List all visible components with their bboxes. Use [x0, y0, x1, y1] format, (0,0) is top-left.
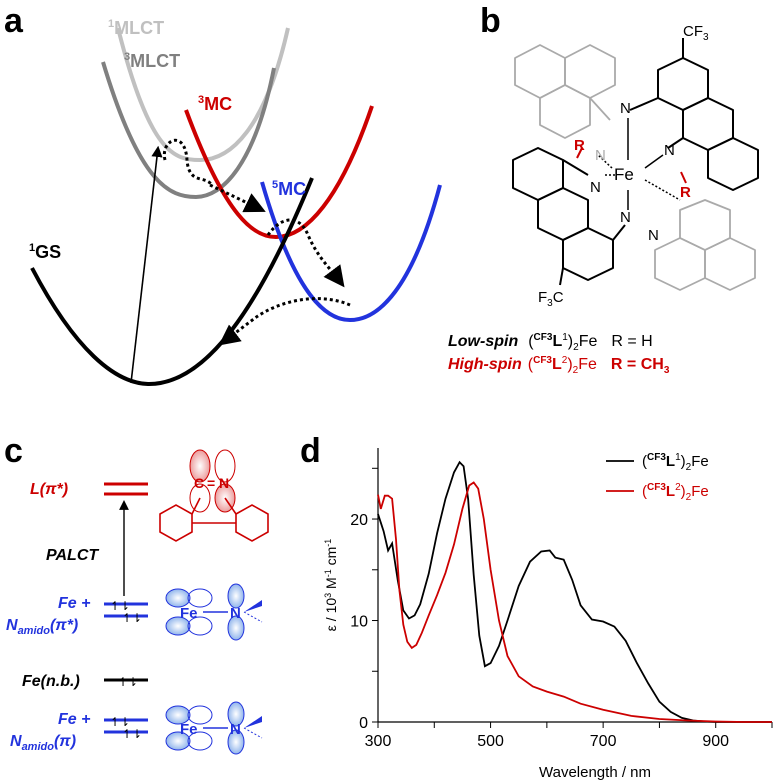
front-ligand-lower-left [512, 147, 626, 286]
pes-curve-1gs [30, 177, 314, 387]
relaxation-path-2 [209, 183, 266, 213]
panel-c: c L(π*) PALCT Fe + Namido(π*) ↿⇂ ↿⇂ Fe(n… [4, 432, 269, 755]
r-bond-upper [576, 147, 583, 159]
r-bond-lower [680, 171, 687, 184]
atom-n-left: N [590, 179, 601, 196]
fe-coordination-bonds [597, 118, 681, 210]
y-axis-label: ε / 103 M-1 cm-1 [323, 539, 339, 632]
relaxation-path-4 [218, 297, 351, 346]
orbital-n-label-lower: N [230, 721, 241, 738]
electron-pair-5: ↿⇂ [122, 727, 142, 741]
x-tick-label: 900 [702, 733, 729, 750]
y-tick-label: 20 [350, 512, 368, 529]
panel-b: b [448, 2, 759, 376]
state-label-5mc: 5MC [272, 179, 306, 199]
excitation-arrow [130, 145, 163, 384]
legend-label-2: (CF3L2)2Fe [642, 482, 709, 503]
spin-legend: Low-spin (CF3L1)2Fe R = H High-spin (CF3L2)… [448, 332, 670, 376]
back-ligand-upper-left [514, 44, 616, 139]
electron-pair-1: ↿⇂ [110, 599, 130, 613]
level-label-fe-npi-line2: Namido(π) [10, 733, 76, 753]
level-label-fe-npi-star-line1: Fe + [58, 595, 90, 612]
atom-n-right: N [664, 142, 675, 159]
atom-r-lower: R [680, 184, 691, 201]
orbital-atom-n: N [219, 475, 229, 491]
atom-f3c-bottom: F3C [538, 289, 564, 309]
atom-n-back-1: N [595, 147, 606, 164]
atom-n-lower: N [620, 209, 631, 226]
atom-fe: Fe [614, 165, 634, 184]
level-label-fe-npi-line1: Fe + [58, 711, 90, 728]
pes-curve-3mc [184, 105, 374, 240]
back-ligand-lower-right [654, 199, 756, 291]
level-label-fe-npi-star-line2: Namido(π*) [6, 617, 78, 637]
panel-c-label: c [4, 432, 23, 470]
atom-r-upper: R [574, 137, 585, 154]
level-label-l-pi-star: L(π*) [30, 481, 68, 498]
orbital-double-bond: = [207, 475, 215, 491]
atom-n-back-2: N [648, 227, 659, 244]
fe-n-pi-orbital: Fe N [165, 701, 263, 755]
panel-d: d 300 500 700 900 0 10 20 Wavelength / nm ε / 10… [300, 432, 773, 781]
electron-pair-4: ↿⇂ [110, 715, 130, 729]
orbital-fe-label-upper: Fe [180, 605, 198, 622]
series-line-1 [377, 460, 772, 723]
molecule-structure [512, 38, 759, 291]
x-tick-label: 500 [477, 733, 504, 750]
fe-n-pi-star-orbital: Fe N [165, 583, 263, 641]
level-label-fe-nb: Fe(n.b.) [22, 673, 80, 690]
panel-d-label: d [300, 432, 321, 470]
uv-vis-chart: 300 500 700 900 0 10 20 Wavelength / nm ε / 103 … [323, 448, 773, 781]
pes-curve-3mlct [101, 61, 276, 200]
y-tick-label: 0 [359, 715, 368, 732]
panel-a: a 1MLCT 3MLCT 3MC 5MC 1GS [4, 2, 442, 387]
electron-pair-3: ↿⇂ [118, 675, 138, 689]
pes-curve-1mlct [116, 27, 290, 163]
state-label-3mlct: 3MLCT [124, 51, 180, 71]
y-tick-label: 10 [350, 614, 368, 631]
panel-a-label: a [4, 2, 24, 40]
series-line-2 [377, 481, 772, 723]
pes-curve-5mc [260, 181, 442, 323]
electron-pair-2: ↿⇂ [122, 611, 142, 625]
ligand-pi-star-orbital: C = N [159, 449, 269, 542]
x-tick-label: 700 [590, 733, 617, 750]
legend-low-spin: Low-spin (CF3L1)2Fe R = H [448, 332, 653, 353]
relaxation-path-1 [162, 138, 214, 187]
state-label-3mc: 3MC [198, 94, 232, 114]
front-ligand-upper-right [629, 38, 759, 191]
panel-b-label: b [480, 2, 501, 40]
state-label-1mlct: 1MLCT [108, 18, 164, 38]
orbital-n-label-upper: N [230, 605, 241, 622]
atom-cf3-top: CF3 [683, 23, 709, 43]
legend-high-spin: High-spin (CF3L2)2Fe R = CH3 [448, 355, 670, 376]
legend-label-1: (CF3L1)2Fe [642, 452, 709, 473]
x-axis-label: Wavelength / nm [539, 764, 651, 781]
palct-label: PALCT [46, 547, 99, 564]
atom-n-upper: N [620, 100, 631, 117]
orbital-atom-c: C [194, 475, 204, 491]
x-tick-label: 300 [365, 733, 392, 750]
orbital-fe-label-lower: Fe [180, 721, 198, 738]
state-label-1gs: 1GS [29, 242, 61, 262]
